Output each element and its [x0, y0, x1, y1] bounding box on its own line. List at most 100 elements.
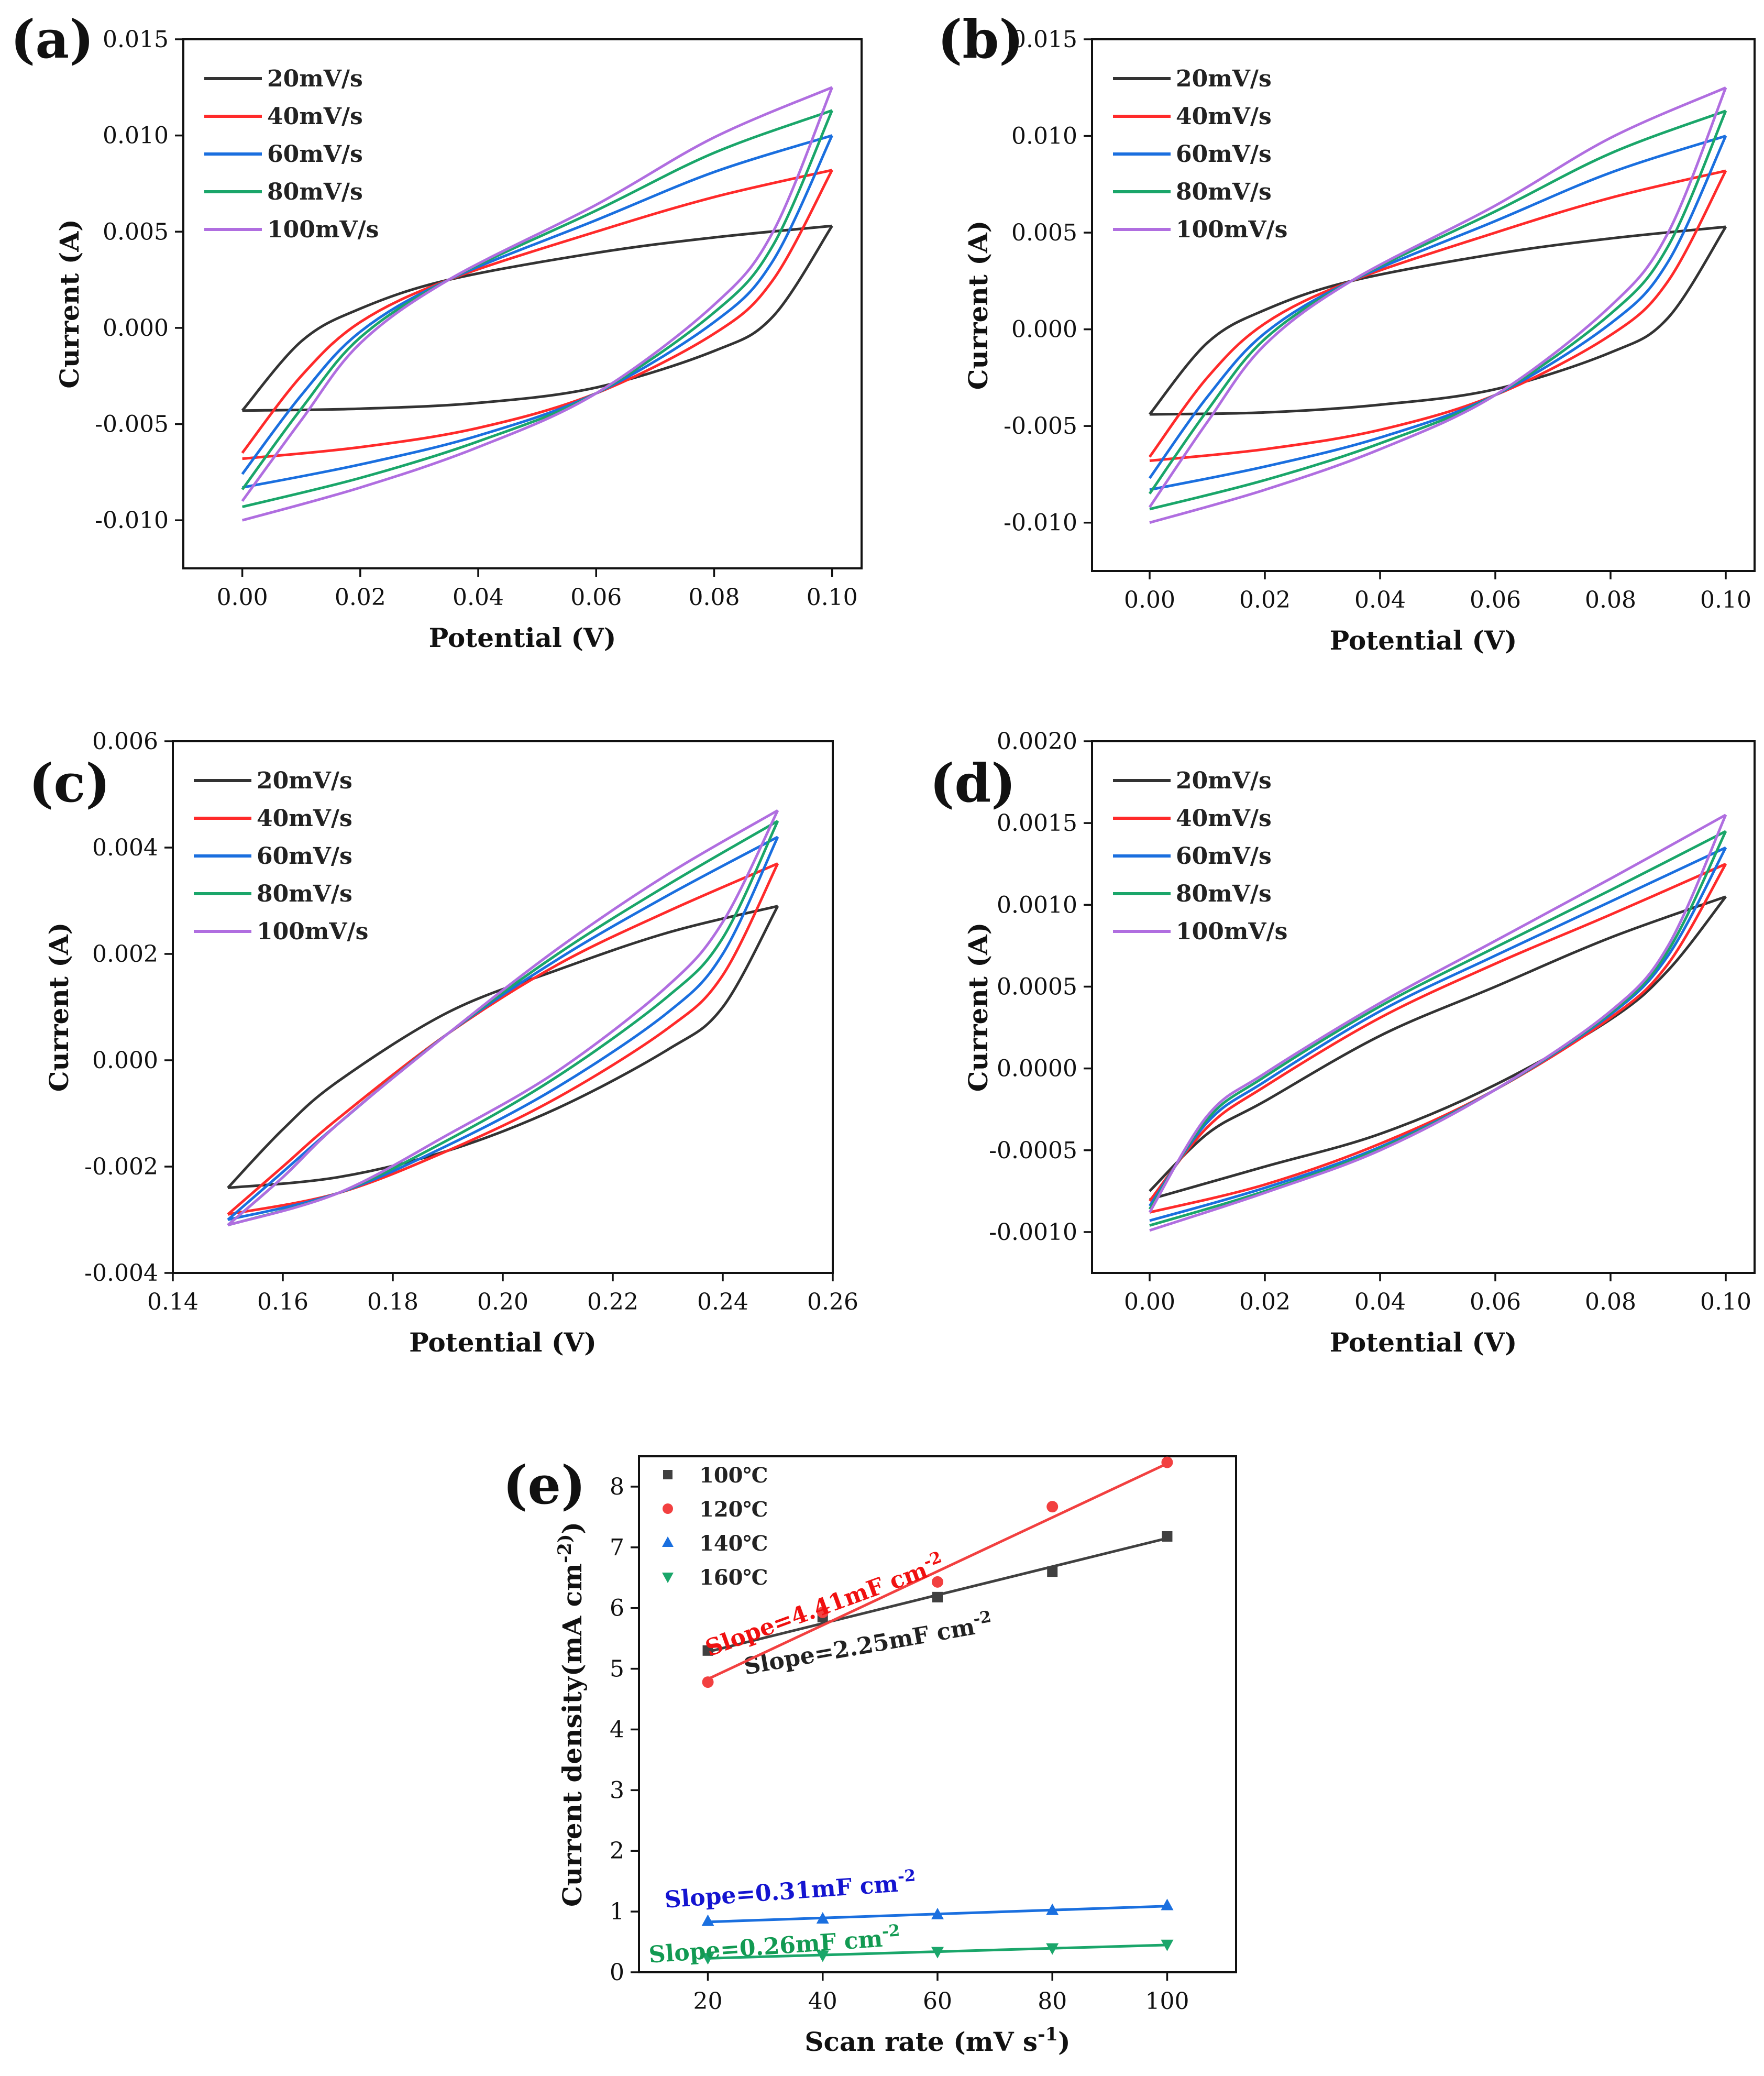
x-axis-title: Potential (V) — [409, 1327, 597, 1358]
x-tick-label: 0.08 — [688, 584, 740, 611]
y-tick-label: 3 — [610, 1777, 624, 1804]
y-tick-label: 2 — [610, 1838, 624, 1864]
legend-label: 40mV/s — [267, 103, 363, 130]
legend-label: 80mV/s — [267, 179, 363, 205]
data-point — [1047, 1566, 1058, 1577]
x-tick-label: 0.00 — [217, 584, 268, 611]
cv-curve-20mV/s-cathodic — [227, 905, 778, 1189]
plot-frame — [1091, 740, 1756, 1274]
plot-frame — [182, 38, 863, 569]
panel-label: (d) — [930, 752, 1016, 814]
x-tick-label: 40 — [808, 1988, 837, 2015]
cv-curve-40mV/s-anodic — [1149, 863, 1727, 1214]
legend-label: 20mV/s — [1176, 65, 1272, 92]
cv-curve-20mV/s-anodic — [227, 905, 779, 1190]
data-point — [701, 1914, 714, 1926]
x-tick-label: 0.02 — [1239, 1289, 1291, 1315]
legend-label: 100mV/s — [257, 918, 368, 945]
cv-curve-100mV/s-anodic — [1149, 87, 1727, 524]
cv-curve-100mV/s-anodic — [227, 809, 779, 1227]
cv-curve-20mV/s-cathodic — [1149, 895, 1726, 1192]
legend-label: 80mV/s — [1176, 179, 1272, 205]
cv-curve-20mV/s-cathodic — [241, 224, 832, 412]
chart-panel-e: 20 40 60 80 100 0 1 2 3 4 5 6 7 8 Scan rate (mV s-1) Cu… — [503, 1454, 1237, 2057]
cv-curve-40mV/s-cathodic — [1149, 862, 1727, 1202]
legend-label: 60mV/s — [267, 141, 363, 168]
y-tick-label: 0.0015 — [997, 810, 1077, 837]
legend-label: 80mV/s — [1176, 881, 1272, 907]
x-tick-label: 0.14 — [147, 1289, 199, 1315]
data-point — [817, 1606, 829, 1618]
y-tick-label: 0.000 — [92, 1047, 158, 1074]
x-tick-label: 0.06 — [1470, 1289, 1521, 1315]
data-point — [816, 1950, 829, 1962]
x-tick-label: 0.02 — [1239, 587, 1291, 613]
y-tick-label: 6 — [610, 1595, 624, 1622]
legend-label: 160℃ — [699, 1565, 768, 1590]
y-tick-label: -0.0010 — [989, 1219, 1077, 1246]
y-tick-label: 0.000 — [103, 315, 169, 342]
x-tick-label: 0.22 — [587, 1289, 638, 1315]
data-point — [702, 1676, 714, 1688]
y-tick-label: 0.000 — [1011, 316, 1077, 343]
cv-curve-100mV/s-anodic — [1149, 814, 1727, 1232]
cv-curve-100mV/s-cathodic — [1148, 814, 1727, 1213]
cv-curve-20mV/s-cathodic — [1149, 225, 1726, 415]
y-tick-label: 0.015 — [103, 26, 169, 53]
cv-curve-100mV/s-cathodic — [241, 86, 833, 502]
y-tick-label: 1 — [610, 1898, 624, 1925]
legend-label: 20mV/s — [257, 767, 352, 794]
x-tick-label: 0.06 — [570, 584, 622, 611]
fit-line-1 — [707, 1462, 1168, 1680]
y-tick-label: 0.005 — [103, 218, 169, 245]
data-point — [1046, 1903, 1059, 1915]
y-axis-title: Current (A) — [54, 219, 85, 389]
x-tick-label: 0.20 — [477, 1289, 528, 1315]
panel-label: (e) — [503, 1454, 586, 1516]
y-tick-label: 0.0020 — [997, 728, 1077, 755]
cv-curve-20mV/s-anodic — [1149, 896, 1727, 1201]
cv-curve-40mV/s-anodic — [1149, 170, 1727, 463]
cv-curve-100mV/s-cathodic — [1148, 86, 1726, 508]
legend-label: 100mV/s — [1176, 216, 1287, 243]
x-tick-label: 0.00 — [1124, 587, 1175, 613]
x-tick-label: 0.26 — [807, 1289, 858, 1315]
cv-curve-40mV/s-cathodic — [227, 862, 779, 1216]
cv-curve-60mV/s-cathodic — [1148, 846, 1727, 1207]
legend-label: 100mV/s — [267, 216, 379, 243]
cv-curve-60mV/s-cathodic — [1148, 135, 1726, 479]
legend-label: 60mV/s — [1176, 843, 1272, 870]
cv-curve-100mV/s-anodic — [241, 86, 834, 522]
x-tick-label: 0.04 — [453, 584, 504, 611]
slope-annotation: Slope=0.31mF cm-2 — [664, 1866, 917, 1913]
y-tick-label: 5 — [610, 1656, 624, 1683]
x-tick-label: 0.10 — [1700, 587, 1751, 613]
data-point — [931, 1907, 944, 1919]
x-tick-label: 0.10 — [807, 584, 858, 611]
panel-label: (b) — [938, 8, 1024, 70]
data-point — [932, 1591, 943, 1602]
legend-label: 100mV/s — [1176, 918, 1287, 945]
x-tick-label: 20 — [693, 1988, 723, 2015]
y-tick-label: -0.004 — [84, 1260, 158, 1287]
cv-curve-100mV/s-cathodic — [227, 809, 779, 1226]
chart-panel-d: 0.00 0.02 0.04 0.06 0.08 0.10 -0.0010 -0.0005 0.… — [930, 728, 1756, 1358]
legend-label: 40mV/s — [257, 805, 352, 832]
y-tick-label: 0.005 — [1011, 219, 1077, 246]
data-point — [816, 1912, 829, 1924]
y-tick-label: 0.010 — [103, 123, 169, 149]
y-tick-label: -0.005 — [1004, 413, 1077, 440]
legend-label: 60mV/s — [1176, 141, 1272, 168]
y-tick-label: -0.002 — [84, 1154, 158, 1180]
y-tick-label: 0.010 — [1011, 123, 1077, 150]
data-point — [931, 1947, 944, 1959]
legend-label: 120℃ — [699, 1497, 768, 1522]
legend-label: 60mV/s — [257, 843, 352, 870]
legend-swatch — [662, 1573, 674, 1583]
x-tick-label: 100 — [1145, 1988, 1189, 2015]
chart-panel-c: 0.14 0.16 0.18 0.20 0.22 0.24 0.26 -0.004 -0.002… — [29, 728, 858, 1358]
y-tick-label: 0.0010 — [997, 892, 1077, 918]
y-tick-label: 0.002 — [92, 941, 158, 968]
cv-curve-40mV/s-cathodic — [241, 169, 833, 454]
